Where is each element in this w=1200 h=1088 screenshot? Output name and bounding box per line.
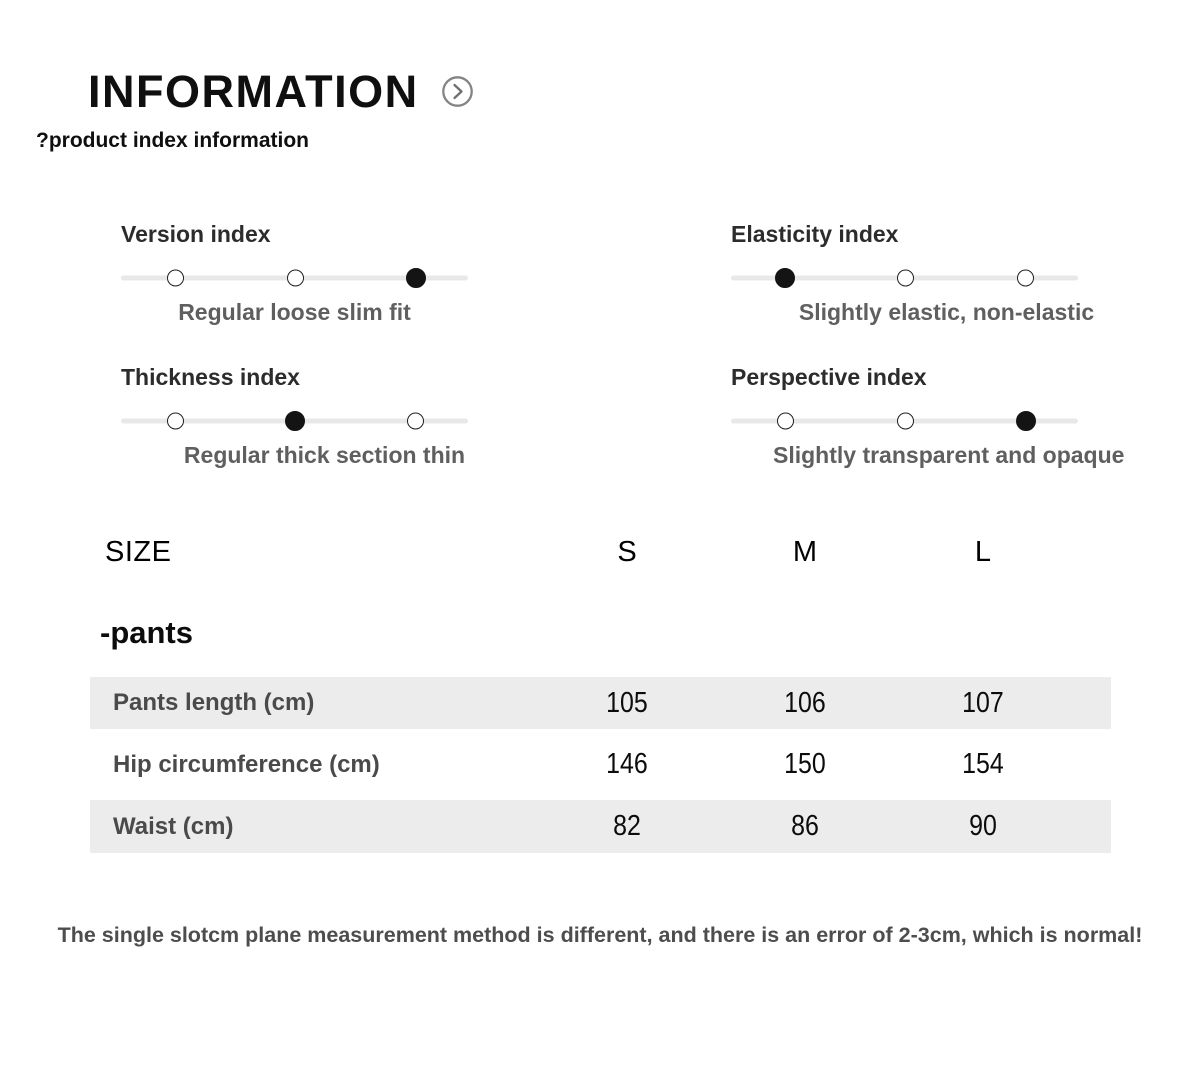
slider-dot: [776, 412, 794, 430]
slider-dot: [166, 412, 184, 430]
index-label: Perspective index: [731, 364, 927, 391]
slider-dot-active: [405, 267, 426, 288]
slider-dot: [166, 269, 184, 287]
index-block-version: Version index Regular loose slim fit: [121, 221, 468, 326]
index-label: Version index: [121, 221, 271, 248]
cell-value: 105: [606, 686, 648, 719]
version-slider: [121, 267, 468, 288]
index-caption: Regular loose slim fit: [178, 299, 411, 326]
index-caption: Slightly transparent and opaque: [773, 442, 1125, 469]
cell-value: 82: [613, 810, 641, 843]
index-label: Elasticity index: [731, 221, 899, 248]
index-block-thickness: Thickness index Regular thick section th…: [121, 364, 468, 469]
cell-value: 150: [784, 748, 826, 781]
index-block-perspective: Perspective index Slightly transparent a…: [731, 364, 1124, 469]
cell-value: 90: [969, 810, 997, 843]
page-title: INFORMATION: [88, 66, 419, 117]
size-column-m: M: [792, 535, 818, 568]
table-row: Pants length (cm) 105 106 107: [90, 677, 1111, 730]
index-block-elasticity: Elasticity index Slightly elastic, non-e…: [731, 221, 1094, 326]
slider-dot-active: [1015, 410, 1036, 431]
cell-value: 107: [962, 686, 1004, 719]
header: INFORMATION: [88, 68, 1200, 115]
size-section: SIZE S M L -pants Pants length (cm) 105 …: [90, 531, 1111, 854]
perspective-slider: [731, 410, 1078, 431]
index-grid: Version index Regular loose slim fit Ela…: [121, 221, 1124, 469]
elasticity-slider: [731, 267, 1078, 288]
row-label: Waist (cm): [113, 812, 234, 840]
size-table: Pants length (cm) 105 106 107 Hip circum…: [90, 677, 1111, 854]
slider-dot: [286, 269, 304, 287]
size-column-l: L: [974, 535, 992, 568]
slider-dot: [896, 412, 914, 430]
slider-dot-active: [285, 410, 306, 431]
index-label: Thickness index: [121, 364, 300, 391]
cell-value: 154: [962, 748, 1004, 781]
index-caption: Regular thick section thin: [183, 442, 466, 469]
size-header-label: SIZE: [105, 535, 172, 568]
slider-dot: [896, 269, 914, 287]
cell-value: 86: [791, 810, 819, 843]
cell-value: 146: [606, 748, 648, 781]
subtitle: ?product index information: [36, 129, 309, 153]
product-information-page: INFORMATION ?product index information V…: [0, 68, 1200, 1088]
measurement-disclaimer: The single slotcm plane measurement meth…: [57, 923, 1143, 948]
table-row: Waist (cm) 82 86 90: [90, 800, 1111, 854]
table-row: Hip circumference (cm) 146 150 154: [90, 729, 1111, 800]
index-caption: Slightly elastic, non-elastic: [798, 299, 1095, 326]
row-label: Pants length (cm): [113, 689, 315, 717]
circle-chevron-right-icon: [441, 75, 474, 108]
thickness-slider: [121, 410, 468, 431]
cell-value: 106: [784, 686, 826, 719]
size-column-s: S: [617, 535, 637, 568]
row-label: Hip circumference (cm): [113, 750, 380, 778]
slider-dot: [407, 412, 425, 430]
slider-dot: [1017, 269, 1035, 287]
slider-dot-active: [775, 267, 796, 288]
group-label-pants: -pants: [100, 615, 193, 651]
size-header-row: SIZE S M L: [90, 531, 1111, 573]
